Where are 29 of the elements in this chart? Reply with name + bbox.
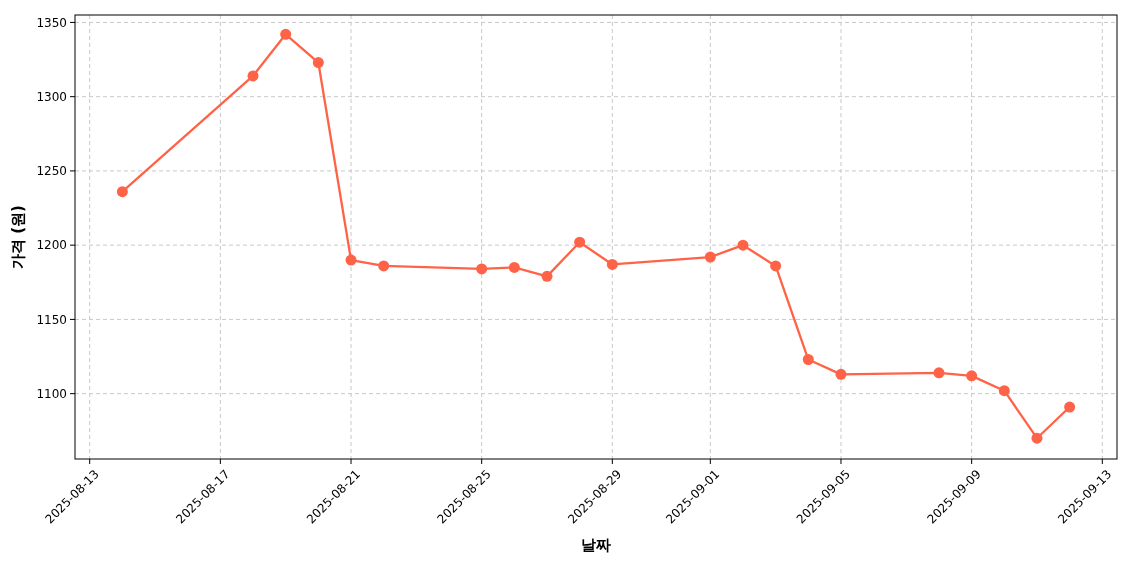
point (116, 186, 128, 198)
point (574, 236, 586, 248)
y-tick-label: 1350 (36, 15, 67, 30)
point (704, 251, 716, 263)
y-tick-label: 1300 (36, 89, 67, 104)
point (378, 260, 390, 272)
point (280, 28, 292, 40)
y-axis-title: 가격 (원) (9, 205, 27, 269)
point (508, 261, 520, 273)
point (1064, 401, 1076, 413)
point (737, 239, 749, 251)
y-tick-label: 1100 (36, 386, 67, 401)
point (1031, 432, 1043, 444)
point (835, 368, 847, 380)
point (770, 260, 782, 272)
point (998, 385, 1010, 397)
point (312, 57, 324, 69)
point (247, 70, 259, 82)
y-tick-label: 1200 (36, 238, 67, 253)
point (541, 270, 553, 282)
y-tick-label: 1150 (36, 312, 67, 327)
y-tick-label: 1250 (36, 164, 67, 179)
point (966, 370, 978, 382)
point (802, 354, 814, 366)
point (476, 263, 488, 275)
x-axis-title: 날짜 (581, 536, 611, 554)
point (933, 367, 945, 379)
point (606, 258, 618, 270)
point (345, 254, 357, 266)
